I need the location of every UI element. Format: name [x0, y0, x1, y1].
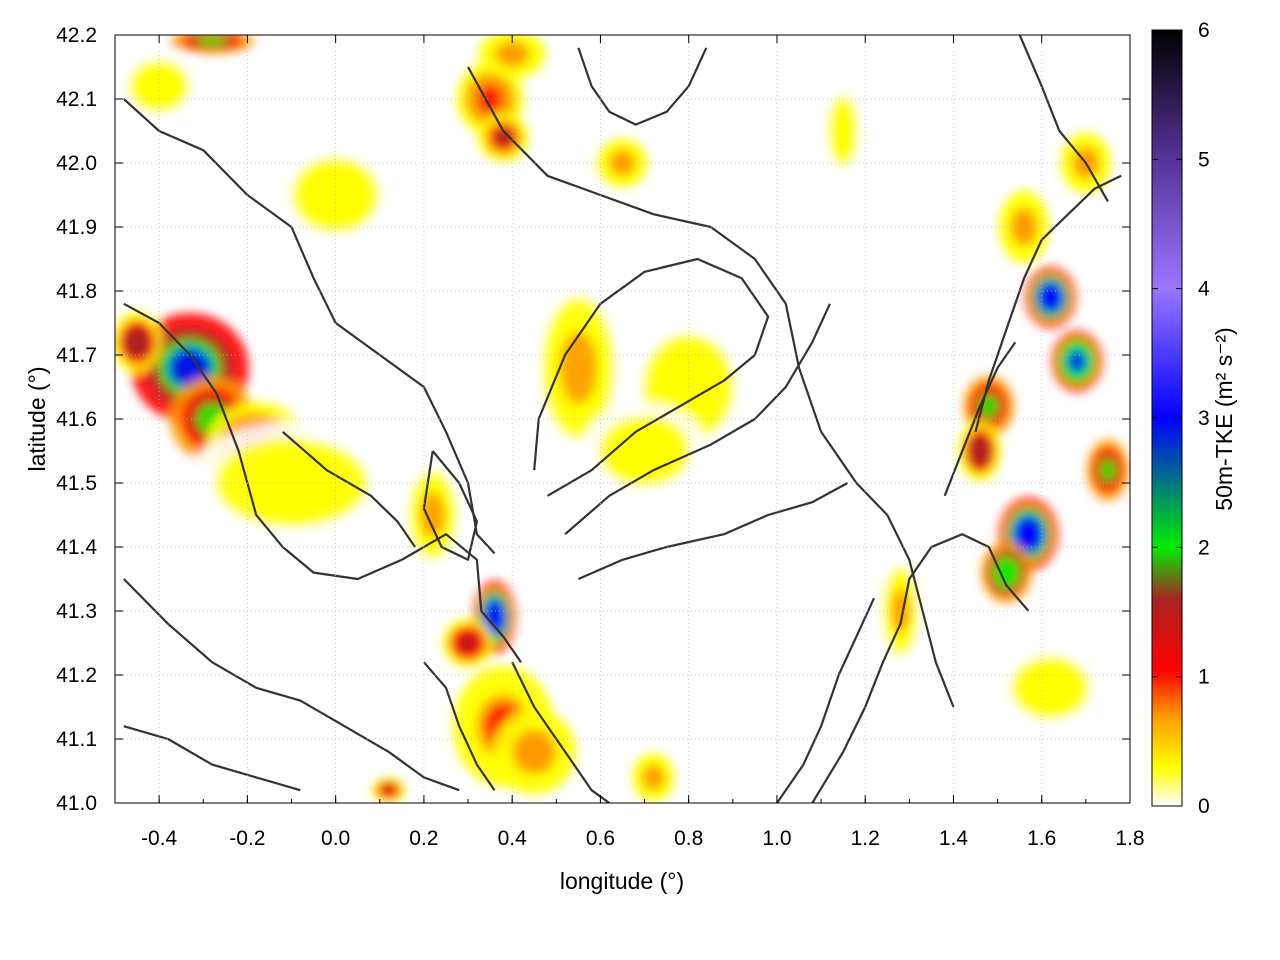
tke-hotspot: [1086, 439, 1129, 501]
contour-line: [533, 257, 770, 497]
colorbar-tick-label: 3: [1198, 407, 1210, 430]
x-tick-label: 0.8: [674, 827, 703, 850]
y-tick-label: 41.7: [56, 344, 97, 367]
y-axis-label: latitude (°): [24, 366, 50, 471]
x-tick-label: -0.2: [229, 827, 265, 850]
x-tick-label: 1.2: [851, 827, 880, 850]
contour-line: [811, 533, 1030, 803]
x-tick-label: -0.4: [141, 827, 178, 850]
contour-line: [1018, 35, 1109, 202]
y-tick-label: 41.1: [56, 728, 97, 751]
y-tick-label: 41.9: [56, 216, 97, 239]
x-axis-ticks: -0.4 -0.2 0.0 0.2 0.4 0.6 0.8 1.0 1.2 1.4 1.6 1.8: [114, 35, 1145, 850]
tke-hotspot: [1051, 331, 1103, 392]
tke-hotspot: [875, 550, 926, 672]
contour-line: [577, 482, 849, 581]
x-tick-label: 1.4: [939, 827, 969, 850]
colorbar-tick-label: 5: [1198, 148, 1210, 171]
contour-line: [943, 341, 1017, 497]
contour-line: [123, 302, 522, 663]
colorbar-tick-label: 2: [1198, 536, 1210, 559]
tke-hotspot: [371, 778, 406, 803]
contour-line: [281, 430, 417, 548]
contour-line: [467, 66, 955, 708]
contour-line: [123, 725, 301, 792]
contour-line: [577, 47, 708, 126]
y-tick-label: 42.2: [56, 24, 97, 47]
x-tick-label: 0.4: [498, 827, 528, 850]
tke-hotspot: [1025, 267, 1076, 328]
tke-hotspot: [822, 82, 865, 180]
tke-hotspot: [632, 753, 675, 802]
tke-hotspot: [399, 454, 467, 576]
y-tick-label: 41.8: [56, 280, 97, 303]
contour-line: [511, 661, 610, 803]
plot-area: [115, 35, 1130, 803]
y-tick-label: 41.6: [56, 408, 97, 431]
y-tick-label: 41.3: [56, 600, 97, 623]
tke-hotspot: [958, 420, 1001, 482]
x-tick-label: 0.2: [409, 827, 438, 850]
contour-line: [974, 174, 1122, 433]
colorbar: 0 1 2 3 4 5 6: [1151, 19, 1210, 818]
contour-line: [564, 303, 831, 536]
tke-hotspot: [492, 709, 577, 795]
tke-hotspot: [478, 35, 546, 79]
contour-lines: [123, 35, 1122, 803]
tke-hotspot: [170, 35, 254, 54]
y-tick-label: 42.1: [56, 88, 97, 111]
colorbar-label: 50m-TKE (m² s⁻²): [1211, 327, 1237, 510]
tke-hotspot: [478, 113, 529, 162]
x-tick-label: 1.0: [762, 827, 791, 850]
contour-line: [123, 578, 460, 792]
y-axis-ticks: 41.0 41.1 41.2 41.3 41.4 41.5 41.6 41.7 41.8 41.9…: [56, 24, 1130, 815]
tke-hotspot: [115, 311, 163, 373]
y-tick-label: 41.2: [56, 664, 97, 687]
x-tick-label: 1.6: [1027, 827, 1056, 850]
x-tick-label: 0.0: [321, 827, 350, 850]
colorbar-tick-label: 1: [1198, 666, 1210, 689]
y-tick-label: 42.0: [56, 152, 97, 175]
contour-line: [776, 597, 875, 803]
y-tick-label: 41.5: [56, 472, 97, 495]
x-axis-label: longitude (°): [560, 868, 684, 894]
tke-hotspot: [597, 138, 648, 188]
tke-hotspot: [975, 627, 1127, 749]
x-tick-label: 0.6: [586, 827, 615, 850]
y-tick-label: 41.4: [56, 536, 97, 559]
colorbar-tick-label: 0: [1198, 795, 1210, 818]
tke-hotspot: [456, 62, 524, 136]
y-tick-label: 41.0: [56, 792, 97, 815]
x-tick-label: 1.8: [1115, 827, 1144, 850]
tke-hotspot: [117, 49, 202, 123]
tke-hotspot: [998, 190, 1050, 264]
colorbar-tick-label: 4: [1198, 278, 1210, 301]
tke-hotspot: [981, 542, 1032, 603]
tke-hotspot: [442, 618, 494, 668]
contour-line: [423, 661, 496, 791]
colorbar-tick-label: 6: [1198, 19, 1210, 42]
